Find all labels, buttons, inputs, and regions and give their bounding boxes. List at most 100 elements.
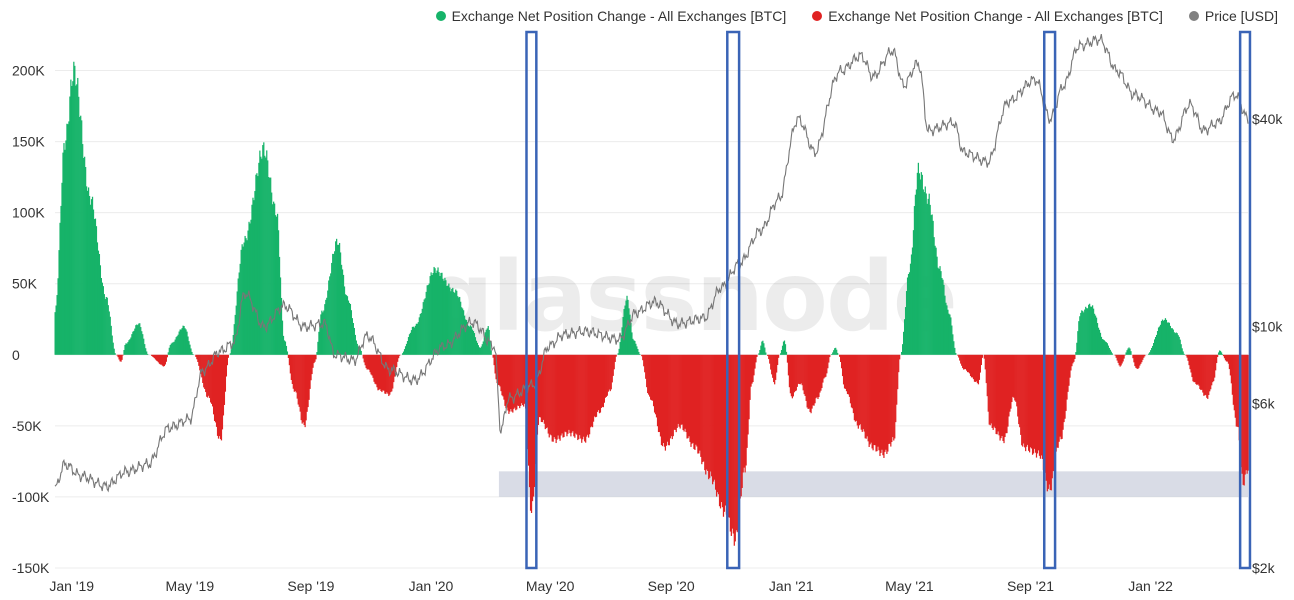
inflow-bar (471, 329, 474, 355)
outflow-bar (591, 354, 594, 428)
outflow-bar (1233, 354, 1235, 411)
outflow-bar (967, 354, 970, 373)
outflow-bar (768, 354, 770, 360)
inflow-bar (145, 348, 147, 355)
outflow-bar (379, 354, 381, 389)
outflow-bar (362, 354, 364, 359)
inflow-bar (619, 342, 621, 355)
outflow-bar (714, 354, 716, 480)
outflow-bar (899, 354, 901, 360)
outflow-bar (1242, 354, 1244, 485)
outflow-bar (166, 354, 168, 358)
outflow-bar (1192, 354, 1194, 382)
inflow-bar (903, 319, 906, 355)
inflow-bar (143, 338, 145, 355)
outflow-bar (578, 354, 580, 440)
outflow-bar (1193, 354, 1195, 383)
inflow-bar (462, 308, 464, 355)
inflow-bar (628, 308, 630, 355)
outflow-bar (575, 354, 577, 434)
inflow-bar (468, 326, 471, 355)
outflow-bar (822, 354, 824, 383)
outflow-bar (399, 354, 401, 356)
outflow-bar (683, 354, 685, 432)
outflow-bar (550, 354, 552, 436)
inflow-bar (765, 352, 767, 355)
outflow-bar (296, 354, 298, 399)
outflow-bar (1026, 354, 1028, 447)
outflow-bar (1002, 354, 1004, 441)
outflow-bar (1230, 354, 1233, 384)
outflow-bar (224, 354, 227, 392)
inflow-bar (444, 277, 446, 355)
x-tick-label: Sep '21 (1007, 578, 1054, 594)
outflow-bar (884, 354, 886, 452)
y-left-tick-label: -50K (12, 418, 42, 434)
inflow-bar (71, 85, 73, 355)
inflow-bar (410, 330, 413, 355)
inflow-bar (82, 144, 84, 355)
inflow-bar (321, 310, 323, 355)
inflow-bar (488, 329, 490, 355)
outflow-bar (563, 354, 565, 437)
inflow-bar (473, 333, 476, 355)
outflow-bar (960, 354, 962, 364)
inflow-bar (282, 335, 285, 355)
outflow-bar (555, 354, 557, 444)
inflow-bar (910, 254, 913, 355)
outflow-bar (492, 354, 494, 358)
inflow-bar (623, 309, 625, 355)
outflow-bar (848, 354, 851, 397)
outflow-bar (383, 354, 385, 391)
outflow-bar (792, 354, 794, 397)
outflow-bar (1005, 354, 1007, 434)
inflow-bar (90, 199, 93, 355)
outflow-bar (1008, 354, 1010, 417)
outflow-bar (1016, 354, 1018, 407)
outflow-bar (219, 354, 222, 440)
outflow-bar (546, 354, 548, 428)
inflow-bar (1183, 353, 1185, 355)
inflow-bar (178, 331, 180, 355)
outflow-bar (201, 354, 203, 378)
inflow-bar (183, 325, 185, 355)
outflow-bar (732, 354, 734, 534)
inflow-bar (1219, 350, 1222, 355)
inflow-bar (340, 264, 343, 355)
legend-item-inflow[interactable]: Exchange Net Position Change - All Excha… (435, 8, 786, 24)
legend-item-outflow[interactable]: Exchange Net Position Change - All Excha… (812, 8, 1163, 24)
inflow-bar (1127, 348, 1129, 355)
inflow-bar (1128, 347, 1130, 355)
outflow-bar (314, 354, 316, 362)
inflow-bar (1154, 336, 1157, 355)
outflow-bar (510, 354, 512, 410)
outflow-bar (973, 354, 976, 382)
outflow-bar (1059, 354, 1061, 437)
inflow-bar (74, 65, 76, 355)
inflow-bar (65, 140, 67, 355)
outflow-bar (723, 354, 726, 512)
outflow-bar (987, 354, 989, 412)
inflow-bar (113, 348, 115, 355)
outflow-bar (1224, 354, 1227, 361)
outflow-bar (694, 354, 696, 450)
inflow-bar (951, 325, 953, 355)
inflow-bar (1151, 347, 1153, 355)
outflow-bar (542, 354, 544, 420)
inflow-bar (131, 334, 133, 355)
legend-item-price[interactable]: Price [USD] (1188, 8, 1278, 24)
outflow-bar (957, 354, 959, 356)
inflow-bar (1081, 310, 1083, 355)
outflow-bar (1236, 354, 1238, 427)
inflow-bar (1102, 339, 1105, 355)
outflow-bar (688, 354, 690, 437)
outflow-bar (1071, 354, 1073, 367)
inflow-bar (1173, 332, 1175, 355)
outflow-bar (505, 354, 507, 409)
outflow-bar (298, 354, 300, 407)
outflow-bar (561, 354, 563, 434)
inflow-bar (632, 338, 634, 355)
inflow-bar (110, 325, 112, 355)
inflow-bar (779, 353, 782, 355)
inflow-bar (242, 246, 244, 355)
